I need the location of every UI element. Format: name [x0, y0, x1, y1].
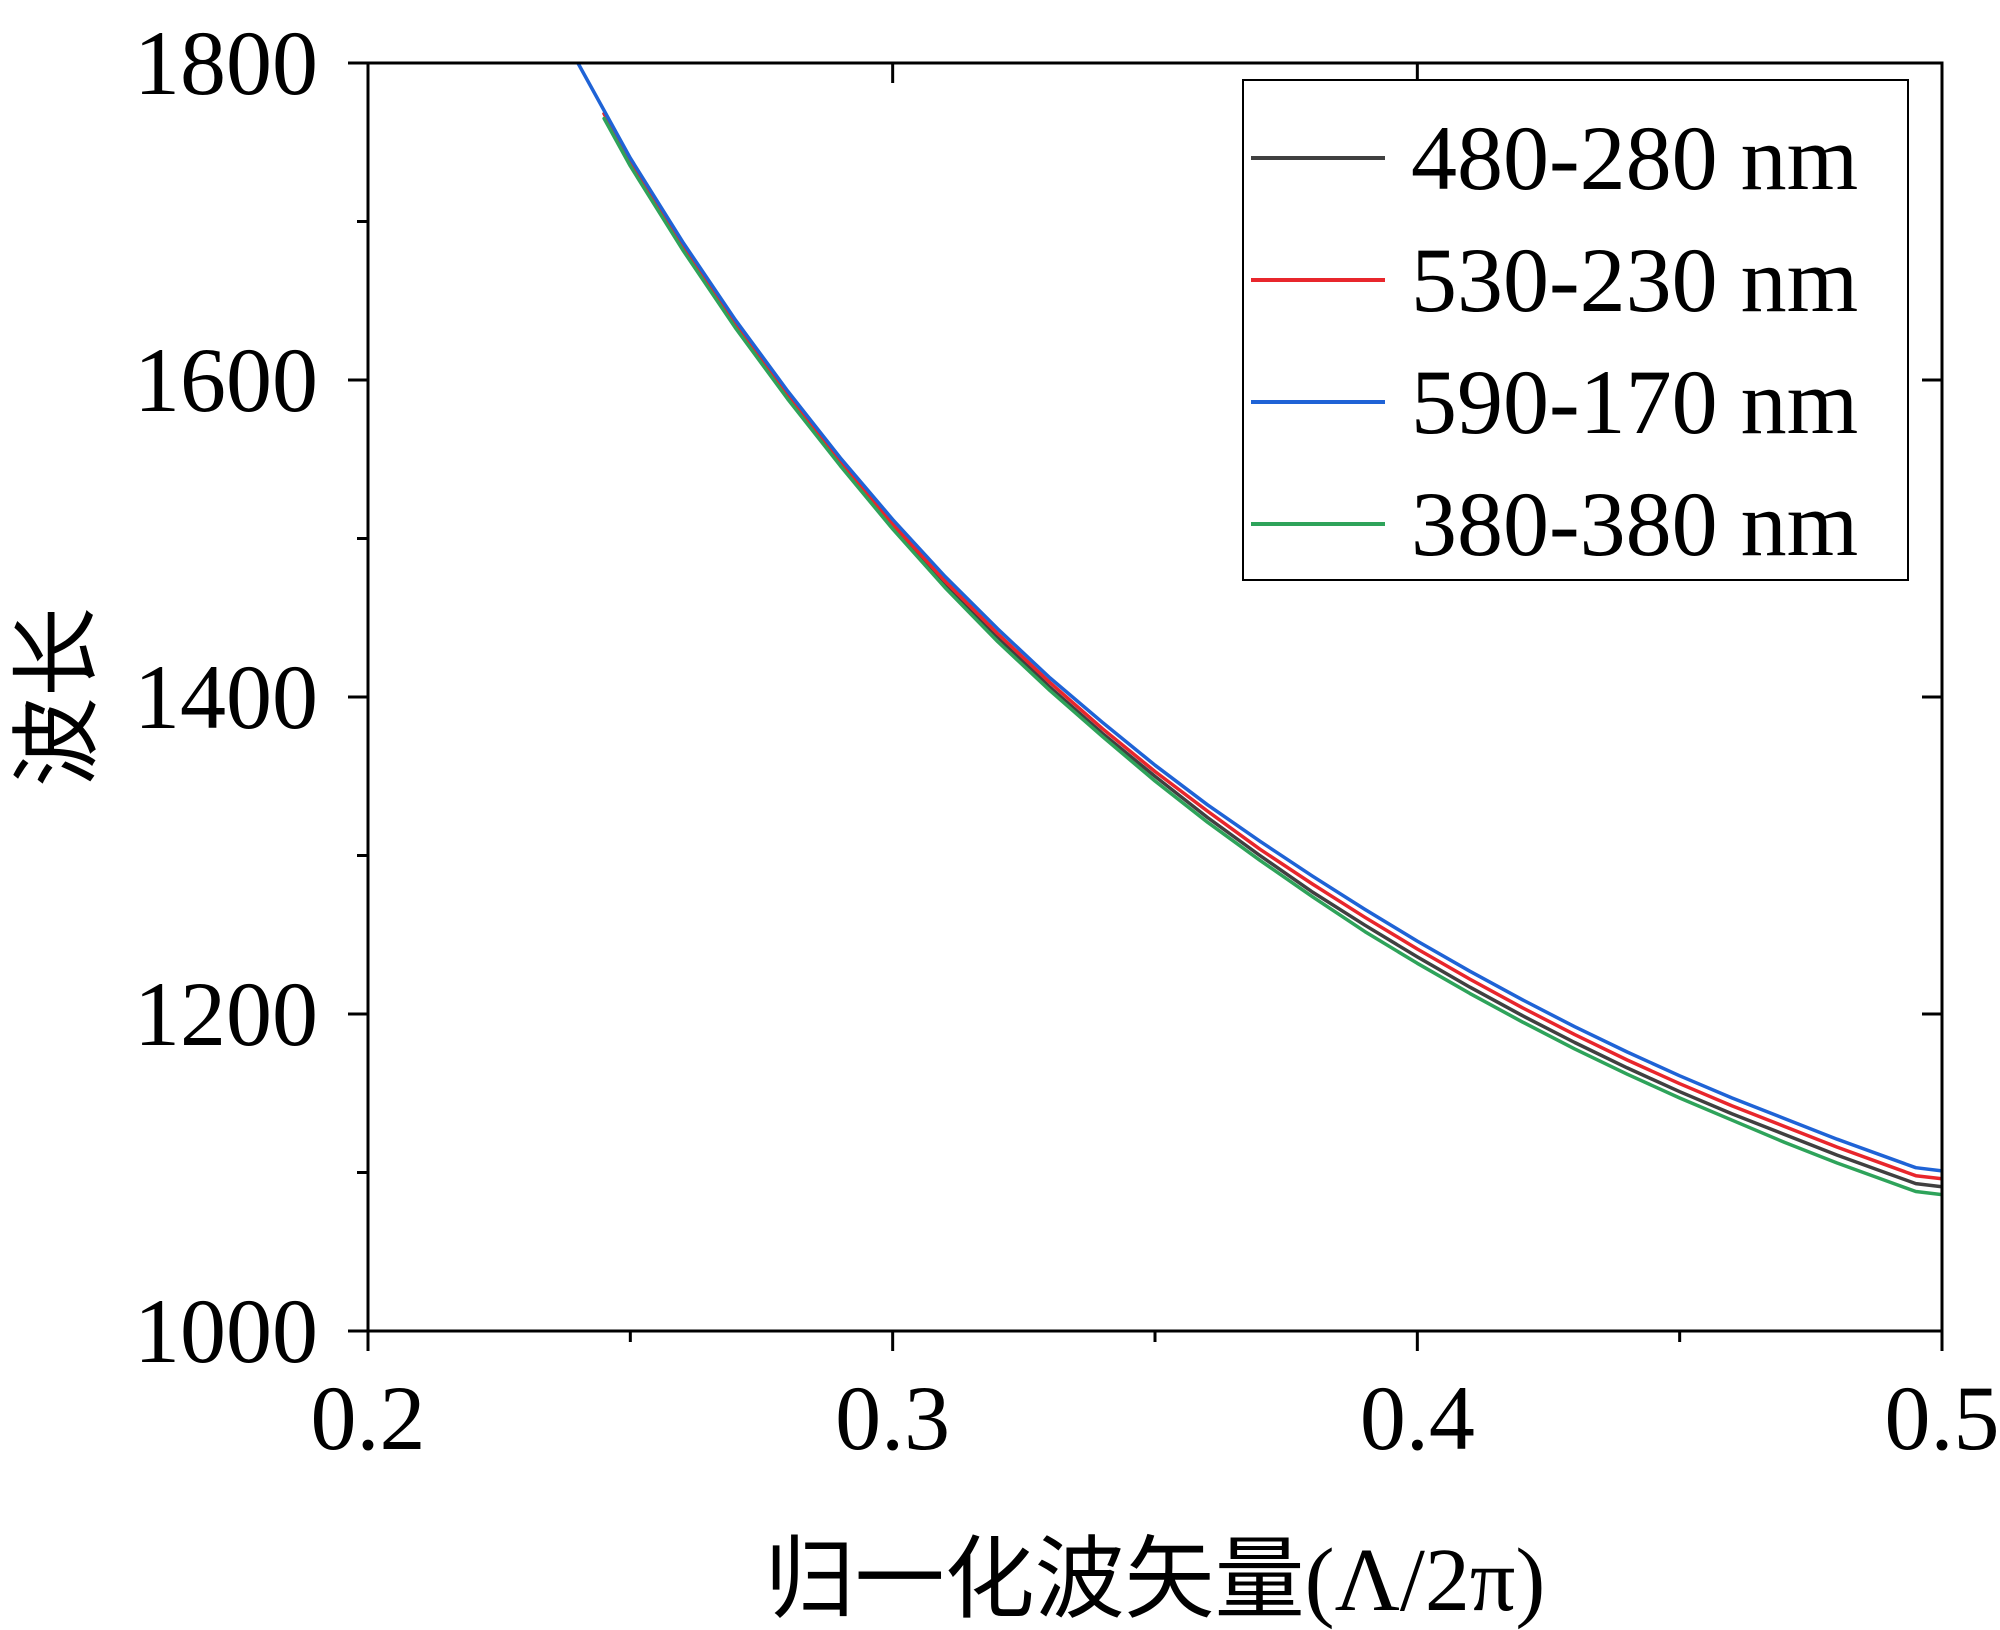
- legend-label-1: 480-280 nm: [1411, 107, 1858, 209]
- y-tick-label-3: 1400: [134, 646, 318, 748]
- x-tick-label-1: 0.2: [311, 1367, 426, 1469]
- plot-area: [576, 63, 1942, 1197]
- x-tick-label-3: 0.4: [1360, 1367, 1475, 1469]
- y-tick-label-5: 1800: [134, 12, 318, 114]
- series-line-3: [576, 63, 1942, 1173]
- series-line-2: [602, 111, 1942, 1181]
- legend-label-4: 380-380 nm: [1411, 473, 1858, 575]
- legend-label-3: 590-170 nm: [1411, 351, 1858, 453]
- x-axis-label: 归一化波矢量(Λ/2π): [765, 1531, 1546, 1630]
- plot-frame: [366, 61, 1944, 1333]
- x-tick-label-2: 0.3: [835, 1367, 950, 1469]
- legend: 480-280 nm 530-230 nm 590-170 nm 380-380 nm: [1242, 79, 1909, 581]
- x-tick-label-4: 0.5: [1885, 1367, 2000, 1469]
- series-line-4: [602, 116, 1942, 1197]
- y-tick-labels: 1000 1200 1400 1600 1800: [134, 12, 318, 1382]
- y-tick-label-1: 1000: [134, 1280, 318, 1382]
- x-tick-labels: 0.2 0.3 0.4 0.5: [311, 1367, 2000, 1469]
- y-tick-label-2: 1200: [134, 963, 318, 1065]
- y-tick-label-4: 1600: [134, 329, 318, 431]
- legend-box: [1242, 79, 1909, 581]
- y-axis-label: 波长: [9, 607, 108, 787]
- legend-label-2: 530-230 nm: [1411, 229, 1858, 331]
